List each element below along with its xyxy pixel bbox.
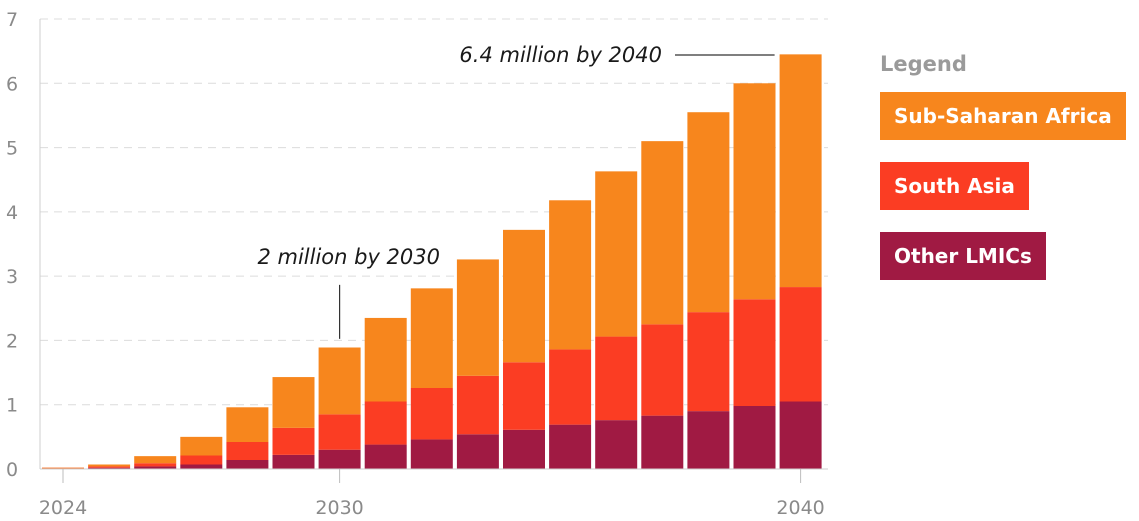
bar-south-asia-2033 — [456, 375, 499, 435]
bar-sub-saharan-africa-2025 — [88, 464, 131, 467]
axes: 0 1 2 3 4 5 6 7 2024 2030 2040 — [6, 9, 828, 519]
y-tick-label-7: 7 — [6, 9, 18, 31]
bar-other-lmics-2029 — [272, 454, 315, 469]
legend-title: Legend — [880, 52, 967, 76]
bar-south-asia-2038 — [687, 312, 730, 412]
y-tick-label-4: 4 — [6, 202, 18, 224]
annotation-text-2030: 2 million by 2030 — [257, 245, 440, 269]
legend-item-south-asia[interactable]: South Asia — [880, 162, 1029, 210]
bar-other-lmics-2034 — [503, 429, 545, 469]
y-tick-label-1: 1 — [6, 395, 18, 417]
bar-other-lmics-2027 — [180, 464, 223, 469]
x-tick-label-2030: 2030 — [315, 497, 363, 519]
y-tick-label-2: 2 — [6, 330, 18, 352]
bar-south-asia-2030 — [318, 414, 361, 450]
bar-sub-saharan-africa-2029 — [272, 377, 315, 428]
bar-sub-saharan-africa-2031 — [364, 317, 407, 402]
bar-south-asia-2025 — [88, 466, 131, 468]
bar-other-lmics-2035 — [549, 424, 592, 469]
bar-south-asia-2029 — [272, 427, 315, 455]
bar-south-asia-2026 — [134, 463, 177, 467]
bar-sub-saharan-africa-2040 — [779, 54, 822, 288]
bar-other-lmics-2026 — [134, 466, 177, 469]
bar-south-asia-2039 — [733, 299, 776, 406]
bar-south-asia-2040 — [779, 287, 822, 402]
bar-other-lmics-2033 — [456, 434, 499, 469]
y-tick-label-6: 6 — [6, 73, 18, 95]
bar-south-asia-2028 — [226, 442, 269, 460]
bar-south-asia-2034 — [503, 362, 545, 430]
bar-sub-saharan-africa-2026 — [134, 456, 177, 464]
bar-south-asia-2036 — [595, 336, 638, 421]
bar-sub-saharan-africa-2033 — [456, 259, 499, 376]
bar-sub-saharan-africa-2027 — [180, 436, 223, 456]
bar-south-asia-2032 — [410, 388, 453, 440]
y-tick-label-3: 3 — [6, 266, 18, 288]
legend-item-sub-saharan-africa[interactable]: Sub-Saharan Africa — [880, 92, 1126, 140]
bar-sub-saharan-africa-2038 — [687, 112, 730, 313]
bar-other-lmics-2025 — [88, 467, 131, 469]
bar-south-asia-2027 — [180, 455, 223, 465]
bar-sub-saharan-africa-2036 — [595, 171, 638, 337]
bar-sub-saharan-africa-2037 — [641, 141, 684, 325]
legend-item-other-lmics[interactable]: Other LMICs — [880, 232, 1046, 280]
y-tick-label-0: 0 — [6, 459, 18, 481]
bar-south-asia-2035 — [549, 349, 592, 425]
bar-sub-saharan-africa-2024 — [42, 467, 84, 469]
annotations: 2 million by 2030 6.4 million by 2040 — [257, 43, 775, 339]
bar-sub-saharan-africa-2028 — [226, 407, 269, 442]
y-tick-label-5: 5 — [6, 138, 18, 160]
bar-other-lmics-2030 — [318, 449, 361, 469]
bar-sub-saharan-africa-2030 — [318, 347, 361, 415]
x-tick-label-2040: 2040 — [776, 497, 824, 519]
bar-other-lmics-2031 — [364, 444, 407, 469]
x-tick-label-2024: 2024 — [39, 497, 87, 519]
bar-other-lmics-2032 — [410, 439, 453, 469]
bar-sub-saharan-africa-2039 — [733, 83, 776, 300]
bar-stacks — [42, 54, 822, 469]
bar-sub-saharan-africa-2034 — [503, 229, 545, 363]
bar-other-lmics-2038 — [687, 411, 730, 469]
bar-other-lmics-2028 — [226, 460, 269, 469]
annotation-text-2040: 6.4 million by 2040 — [459, 43, 662, 67]
bar-sub-saharan-africa-2035 — [549, 200, 592, 350]
bar-south-asia-2037 — [641, 324, 684, 416]
bar-other-lmics-2036 — [595, 420, 638, 469]
bar-south-asia-2031 — [364, 401, 407, 445]
bar-other-lmics-2037 — [641, 415, 684, 469]
bar-other-lmics-2040 — [779, 401, 822, 469]
bar-other-lmics-2039 — [733, 406, 776, 469]
bar-sub-saharan-africa-2032 — [410, 288, 453, 388]
